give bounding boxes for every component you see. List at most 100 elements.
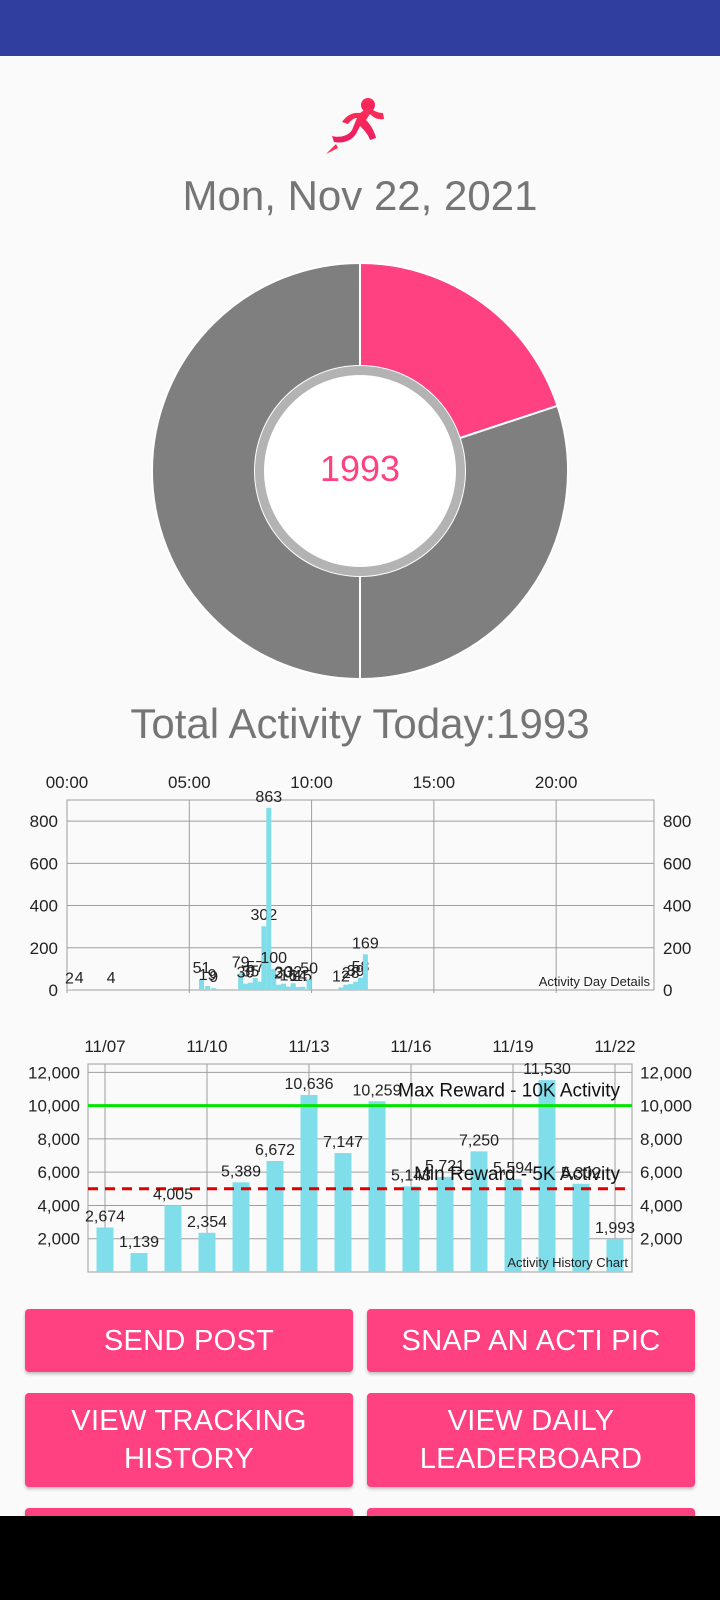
view-tracking-history-button[interactable]: VIEW TRACKING HISTORY: [25, 1393, 353, 1487]
chart1-ytick-left: 400: [30, 897, 58, 916]
chart2-ytick-right: 10,000: [640, 1097, 692, 1116]
chart2-bar: [470, 1151, 488, 1272]
chart1-bar-label: 302: [251, 907, 278, 924]
chart1-bar-label: 39: [347, 963, 365, 980]
chart1-ytick-right: 400: [663, 897, 691, 916]
chart2-ytick-right: 12,000: [640, 1063, 692, 1082]
chart1-xtick: 10:00: [290, 773, 333, 792]
chart1-ytick-left: 0: [49, 981, 58, 1000]
chart1-bar: [280, 983, 286, 990]
chart1-bar-label: 4: [107, 970, 116, 987]
chart2-bar-label: 5,302: [561, 1165, 601, 1182]
chart2-bar-label: 10,259: [353, 1082, 402, 1099]
chart2-bar-label: 5,143: [391, 1167, 431, 1184]
chart1-bar: [247, 982, 253, 990]
send-post-label: SEND POST: [103, 1324, 275, 1357]
chart1-bar-label: 19: [199, 967, 217, 984]
view-leaderboard-label-line1: VIEW DAILY: [447, 1405, 615, 1437]
chart2-bar: [130, 1253, 148, 1272]
send-post-button[interactable]: SEND POST: [25, 1309, 353, 1372]
chart1-xtick: 15:00: [413, 773, 456, 792]
chart1-bar-label: 57: [246, 959, 264, 976]
activity-history-chart: 2,000 2,000 4,000 4,000 6,000 6,000 8,000 8,000…: [28, 1037, 692, 1273]
chart2-bar-label: 5,389: [221, 1163, 261, 1180]
chart1-bar-label: 12: [332, 968, 350, 985]
chart1-ytick-right: 200: [663, 939, 691, 958]
chart1-bar-label: 50: [300, 960, 318, 977]
view-daily-leaderboard-button[interactable]: VIEW DAILY LEADERBOARD: [367, 1393, 695, 1487]
chart2-ytick-left: 6,000: [37, 1163, 80, 1182]
chart1-bar: [205, 985, 211, 990]
chart1-bar: [362, 954, 368, 990]
activity-progress-ring: [151, 261, 569, 681]
chart2-bar: [368, 1101, 386, 1272]
ring-center-value: 1993: [319, 448, 401, 489]
chart1-bar: [271, 968, 277, 990]
chart2-bar-label: 4,005: [153, 1186, 193, 1203]
chart1-bar: [338, 987, 344, 990]
chart1-bar: [295, 987, 301, 990]
activity-day-chart: 0 0 200 200 400 400 600 600 800 800 00:00 05:00 10:0…: [30, 773, 692, 1000]
chart2-bar: [572, 1183, 590, 1272]
chart1-ytick-right: 800: [663, 812, 691, 831]
snap-acti-pic-button[interactable]: SNAP AN ACTI PIC: [367, 1309, 695, 1372]
chart2-bar-label: 10,636: [285, 1076, 334, 1093]
chart2-bar-label: 2,674: [85, 1209, 125, 1226]
chart2-ytick-left: 2,000: [37, 1230, 80, 1249]
chart1-bar: [261, 926, 267, 990]
view-tracking-label-line1: VIEW TRACKING: [71, 1405, 307, 1437]
chart2-bar: [164, 1205, 182, 1272]
ring-center-hole: [264, 375, 456, 567]
chart1-ytick-right: 0: [663, 981, 672, 1000]
chart1-bar: [257, 981, 263, 990]
chart2-ytick-right: 2,000: [640, 1230, 683, 1249]
chart1-bar-label: 2: [274, 966, 283, 983]
chart2-bar-label: 7,147: [323, 1134, 363, 1151]
chart1-bar-label: 14: [289, 968, 307, 985]
chart1-bar: [343, 984, 349, 990]
chart2-xtick: 11/19: [492, 1037, 533, 1056]
chart2-bar-label: 11,530: [523, 1061, 571, 1078]
chart2-bar: [198, 1232, 216, 1272]
chart1-bar-label: 16: [279, 968, 297, 985]
chart2-bar: [334, 1153, 352, 1272]
chart2-ytick-left: 8,000: [37, 1130, 80, 1149]
date-label: Mon, Nov 22, 2021: [182, 172, 538, 219]
total-activity-label: Total Activity Today:1993: [130, 700, 590, 747]
chart1-bar: [348, 984, 354, 990]
chart1-bar: [266, 807, 272, 990]
chart1-bar: [353, 981, 359, 990]
chart1-ytick-left: 600: [30, 854, 58, 873]
navigation-bar: [0, 1516, 720, 1600]
chart2-max-reward-label: Max Reward - 10K Activity: [398, 1081, 620, 1102]
chart1-ytick-left: 800: [30, 812, 58, 831]
chart2-min-reward-label: Min Reward - 5K Activity: [414, 1164, 620, 1185]
chart2-bar: [402, 1186, 420, 1272]
chart1-bar: [285, 986, 291, 990]
chart1-bar: [252, 977, 258, 990]
chart1-ytick-right: 600: [663, 854, 691, 873]
chart2-bar-label: 7,250: [459, 1132, 499, 1149]
view-tracking-label-line2: HISTORY: [124, 1443, 254, 1475]
chart2-xtick: 11/10: [186, 1037, 227, 1056]
chart2-bar-label: 6,672: [255, 1142, 295, 1159]
chart1-xtick: 20:00: [535, 773, 578, 792]
chart1-ytick-left: 200: [30, 939, 58, 958]
chart2-xtick: 11/16: [390, 1037, 431, 1056]
chart1-bar-label: 100: [260, 950, 287, 967]
chart2-ytick-right: 4,000: [640, 1196, 683, 1215]
chart2-bar: [266, 1160, 284, 1272]
chart1-bar: [238, 973, 244, 990]
chart2-ytick-left: 4,000: [37, 1196, 80, 1215]
chart1-bar-label: 169: [352, 935, 379, 952]
chart1-bar: [300, 986, 306, 990]
chart2-bar: [232, 1182, 250, 1272]
chart2-xtick: 11/13: [288, 1037, 329, 1056]
snap-pic-label: SNAP AN ACTI PIC: [401, 1324, 661, 1357]
chart2-bar-label: 2,354: [187, 1214, 227, 1231]
chart1-bar-label: 28: [342, 965, 360, 982]
chart1-bar: [211, 988, 217, 990]
chart1-bar: [243, 983, 249, 990]
chart1-bar: [358, 977, 363, 990]
chart2-bar: [436, 1176, 454, 1272]
